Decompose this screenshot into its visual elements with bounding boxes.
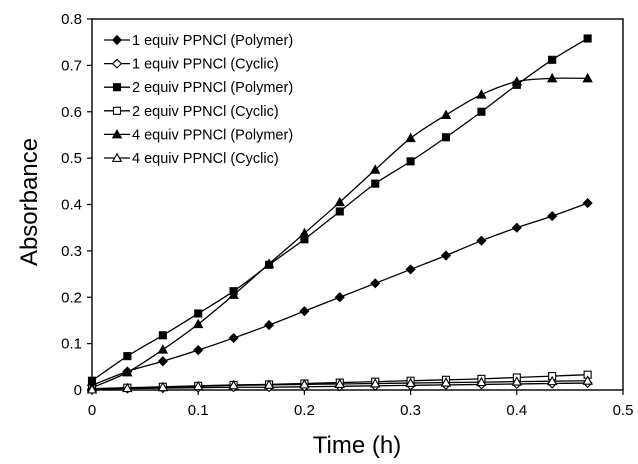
data-point-series-3	[441, 133, 451, 142]
legend-item-label: 1 equiv PPNCl (Cyclic)	[132, 57, 279, 73]
data-point-series-5	[157, 344, 169, 354]
data-point-series-1	[334, 292, 345, 303]
legend-item-label: 2 equiv PPNCl (Polymer)	[132, 80, 293, 96]
data-point-series-5	[476, 89, 487, 99]
data-point-series-5	[440, 109, 452, 119]
y-tick-label: 0.1	[61, 336, 82, 353]
legend-marker	[112, 83, 122, 92]
data-point-series-3	[335, 207, 344, 216]
data-point-series-1	[263, 319, 275, 331]
data-point-series-1	[299, 306, 310, 317]
data-point-series-1	[370, 278, 381, 289]
data-point-series-1	[440, 250, 452, 261]
data-point-series-5	[263, 258, 275, 268]
legend-item-label: 4 equiv PPNCl (Polymer)	[132, 127, 293, 143]
data-point-series-6	[405, 377, 416, 388]
legend: 1 equiv PPNCl (Polymer) 1 equiv PPNCl (Cy…	[104, 33, 293, 167]
data-point-series-3	[477, 107, 486, 116]
data-point-series-6	[157, 381, 169, 392]
y-tick-label: 0	[74, 382, 82, 399]
y-axis-title: Absorbance	[16, 138, 43, 266]
y-tick-label: 0.8	[61, 11, 82, 28]
data-point-series-1	[582, 198, 593, 209]
data-point-series-5	[582, 72, 593, 83]
data-point-series-1	[547, 211, 558, 222]
data-point-series-6	[122, 382, 133, 393]
data-point-series-6	[192, 380, 204, 391]
x-axis-title: Time (h)	[313, 432, 401, 459]
data-point-series-6	[299, 379, 310, 389]
legend-marker	[111, 34, 123, 46]
legend-marker	[111, 128, 123, 139]
data-point-series-6	[582, 375, 593, 385]
legend-marker	[111, 58, 123, 69]
data-point-series-5	[546, 72, 558, 83]
data-point-series-1	[511, 222, 522, 233]
data-point-series-5	[370, 164, 381, 174]
data-point-series-6	[440, 377, 452, 387]
data-point-series-1	[476, 235, 487, 246]
data-point-series-6	[86, 384, 98, 394]
data-point-series-3	[194, 309, 203, 318]
data-point-series-1	[405, 264, 416, 275]
data-point-series-6	[546, 375, 558, 386]
x-tick-label: 0.2	[294, 402, 315, 419]
data-point-series-6	[263, 379, 275, 389]
x-tick-label: 0.5	[613, 402, 634, 419]
legend-item-label: 2 equiv PPNCl (Cyclic)	[132, 104, 279, 120]
y-tick-label: 0.3	[61, 243, 82, 260]
y-tick-label: 0.5	[61, 150, 82, 167]
data-point-series-6	[370, 378, 381, 388]
data-point-series-6	[228, 379, 239, 390]
legend-item-label: 1 equiv PPNCl (Polymer)	[132, 33, 293, 49]
legend-item-label: 4 equiv PPNCl (Cyclic)	[132, 151, 279, 167]
data-point-series-3	[583, 34, 592, 43]
x-tick-label: 0	[88, 402, 96, 419]
data-point-series-5	[299, 227, 310, 238]
data-point-series-1	[228, 332, 239, 344]
data-point-series-5	[228, 289, 239, 299]
data-point-series-5	[405, 132, 416, 143]
data-point-series-5	[511, 76, 523, 86]
data-point-series-6	[476, 376, 487, 387]
plot-markers	[86, 34, 593, 395]
y-tick-label: 0.7	[61, 57, 82, 74]
data-point-series-3	[548, 55, 557, 64]
legend-marker	[112, 106, 122, 115]
x-tick-label: 0.4	[506, 402, 527, 419]
data-point-series-3	[158, 331, 167, 340]
data-point-series-5	[334, 196, 345, 207]
data-point-series-1	[157, 356, 168, 367]
data-point-series-5	[122, 366, 133, 377]
y-tick-label: 0.4	[61, 197, 82, 214]
y-tick-label: 0.2	[61, 289, 82, 306]
data-point-series-3	[406, 157, 415, 166]
data-point-series-3	[123, 352, 132, 361]
data-point-series-6	[334, 378, 345, 388]
x-tick-label: 0.3	[400, 402, 421, 419]
data-point-series-1	[193, 345, 204, 356]
data-point-series-3	[371, 179, 380, 188]
plot-frame	[91, 18, 624, 391]
series-line-5	[91, 77, 588, 389]
data-point-series-6	[511, 376, 523, 386]
y-tick-label: 0.6	[61, 104, 82, 121]
axes: 0 0.1 0.2 0.3 0.4 0.5 0.6 0.7 0.8 0 0.1 0.2 0.3 0.4 0.…	[61, 11, 633, 419]
data-point-series-5	[192, 318, 204, 329]
legend-marker	[111, 152, 123, 162]
x-tick-label: 0.1	[188, 402, 209, 419]
